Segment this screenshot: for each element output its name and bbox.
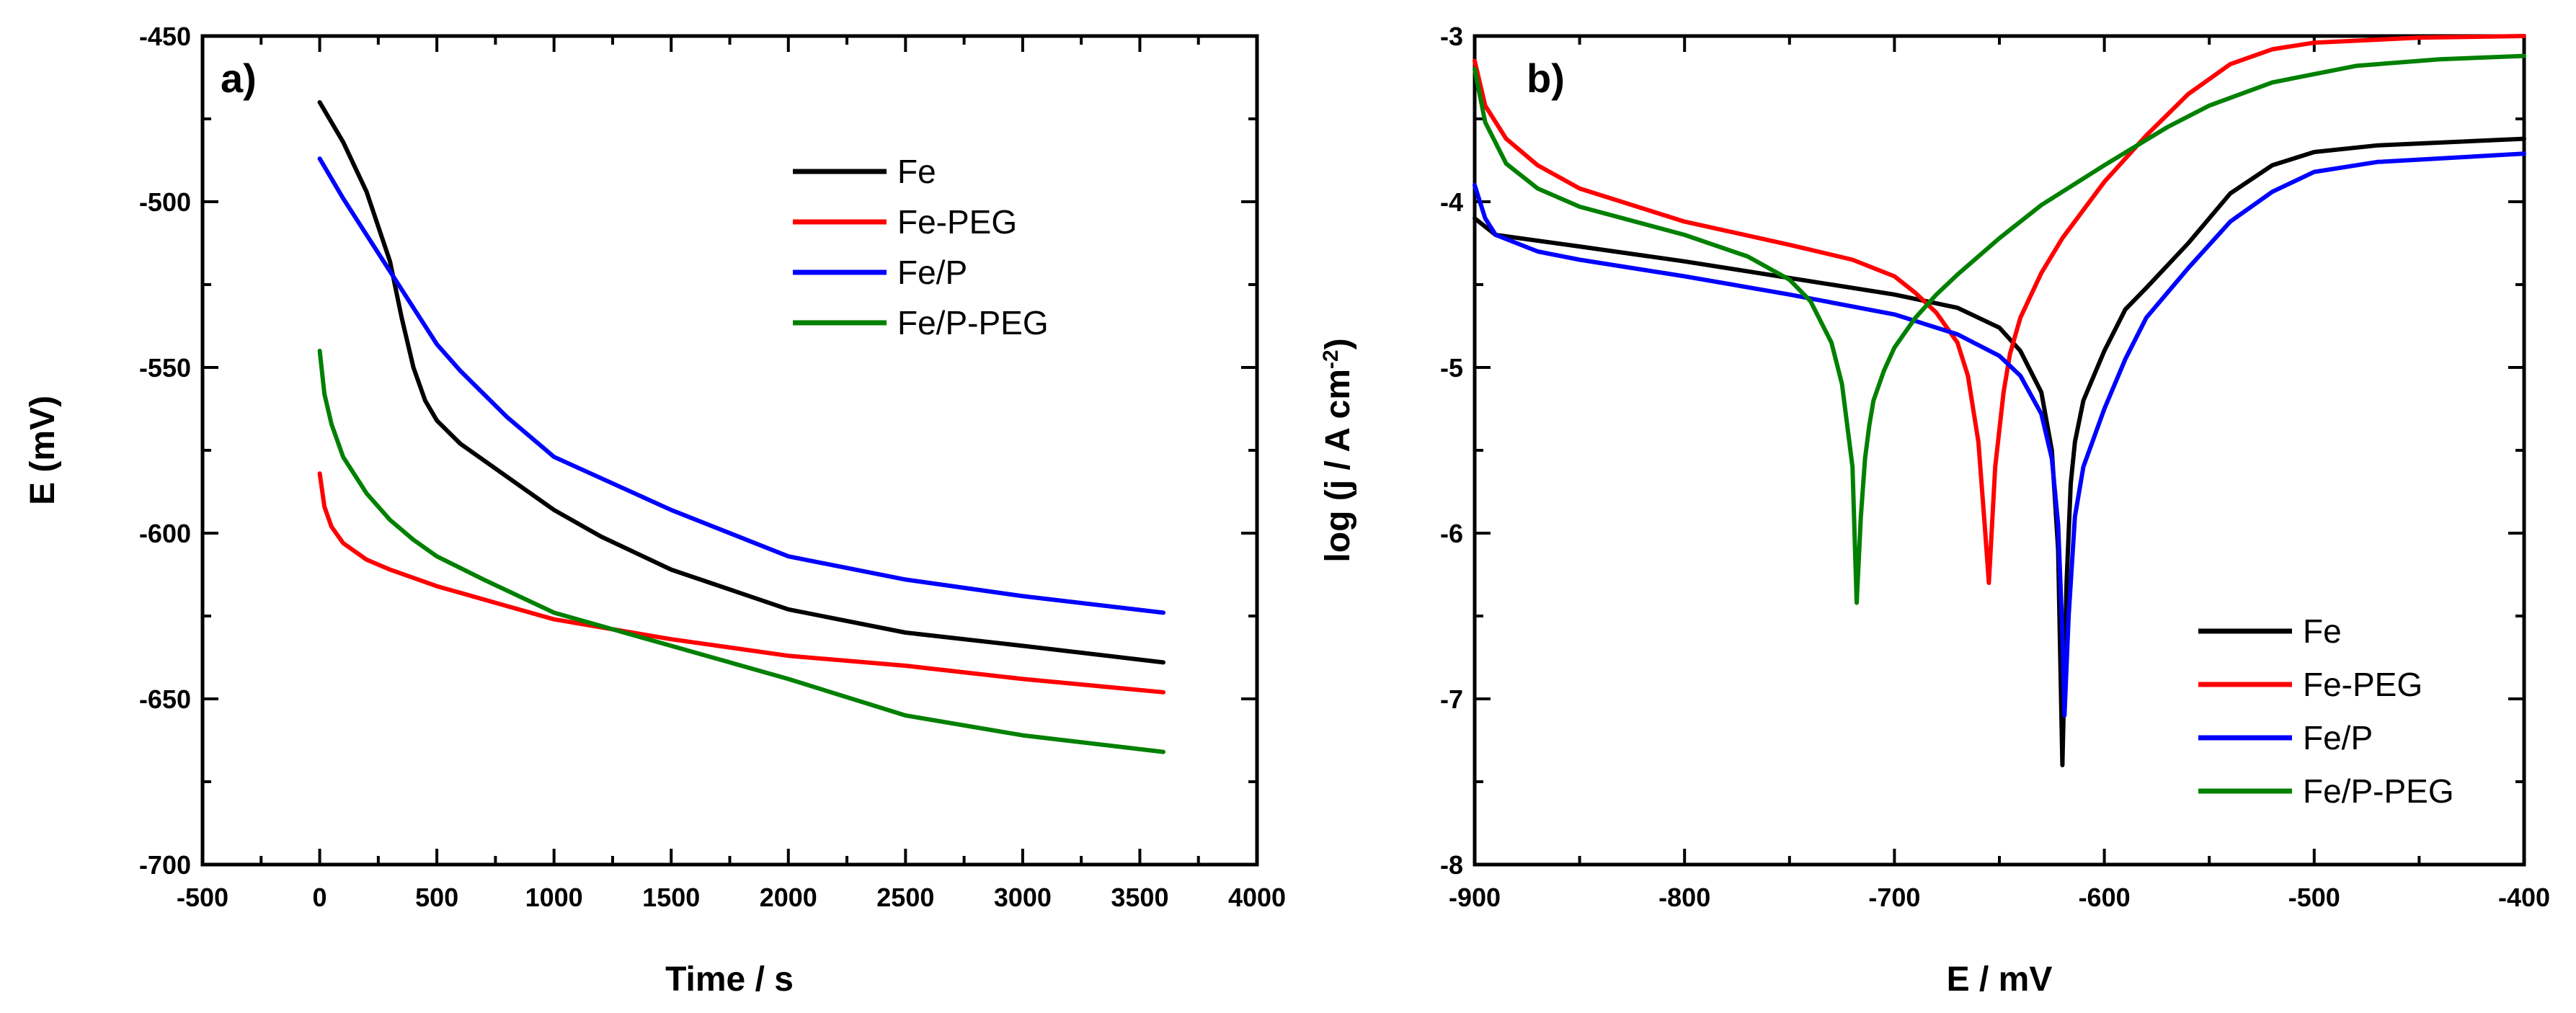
panel-b-x-axis-title: E / mV	[1947, 960, 2053, 999]
panel-a-series-line-fe-p	[317, 156, 1165, 615]
panel-a-legend-label-fe: Fe	[897, 153, 936, 190]
panel-a-y-tick-label: -700	[139, 850, 191, 880]
panel-b-y-tick-label: -3	[1440, 22, 1463, 51]
panel-b-legend-label-fe: Fe	[2303, 612, 2342, 650]
panel-a-ticks: -500 0 500 1000 1500 2000 2500 3000 3500 4000 -700…	[139, 22, 1286, 912]
panel-a-label: a)	[221, 55, 257, 101]
panel-a-series-line-fe-p-peg	[317, 349, 1165, 754]
panel-a-open-circuit-potential: -500 0 500 1000 1500 2000 2500 3000 3500 4000 -700…	[24, 22, 1286, 999]
panel-b-series-line-fe-p	[1473, 151, 2526, 718]
panel-a-y-tick-label: -600	[139, 519, 191, 548]
panel-a-x-tick-label: 0	[313, 883, 327, 912]
panel-b-y-tick-label: -7	[1440, 684, 1463, 714]
panel-b-x-tick-label: -500	[2288, 883, 2340, 912]
panel-b-series-lines	[1473, 34, 2526, 767]
panel-b-x-tick-label: -600	[2079, 883, 2131, 912]
panel-b-legend-label-fe-p-peg: Fe/P-PEG	[2303, 772, 2454, 810]
panel-a-y-axis-title: E (mV)	[24, 396, 62, 505]
panel-b-y-axis-title: log (j / A cm-2)	[1319, 338, 1358, 562]
panel-a-y-tick-label: -450	[139, 22, 191, 51]
panel-a-series-line-fe	[317, 100, 1165, 665]
panel-a-x-tick-label: 1500	[642, 883, 700, 912]
panel-b-label: b)	[1527, 55, 1565, 101]
panel-b-polarization-curves: -900 -800 -700 -600 -500 -400-8-7-6-5-4-3 b) …	[1319, 22, 2551, 999]
panel-b-y-tick-label: -8	[1440, 850, 1463, 880]
panel-a-series-line-fe-peg	[317, 471, 1165, 695]
panel-b-ticks: -900 -800 -700 -600 -500 -400 -8 -7 -6 -5 -4 -3	[1440, 22, 2550, 912]
panel-b-legend: Fe Fe-PEG Fe/P Fe/P-PEG	[2198, 612, 2454, 810]
panel-b-series-line-fe-peg	[1473, 34, 2526, 585]
panel-a-x-axis-title: Time / s	[665, 960, 794, 999]
panel-a-legend-label-fe-p: Fe/P	[897, 254, 967, 291]
panel-b-x-tick-label: -800	[1658, 883, 1710, 912]
panel-b-y-tick-label: -6	[1440, 519, 1463, 548]
panel-b-x-tick-label: -700	[1868, 883, 1920, 912]
panel-a-legend-label-fe-p-peg: Fe/P-PEG	[897, 304, 1049, 342]
panel-a-y-tick-label: -550	[139, 353, 191, 383]
panel-b-y-axis-title-close: )	[1319, 338, 1357, 349]
panel-a-x-tick-label: 2000	[760, 883, 817, 912]
panel-a-series-lines	[317, 100, 1165, 754]
panel-a-x-tick-label: 1000	[525, 883, 583, 912]
panel-a-x-tick-label: 4000	[1228, 883, 1286, 912]
panel-b-y-axis-title-superscript: -2	[1319, 349, 1343, 369]
panel-a-x-tick-label: 3500	[1111, 883, 1168, 912]
panel-b-y-tick-label: -5	[1440, 353, 1463, 383]
panel-b-legend-label-fe-p: Fe/P	[2303, 719, 2373, 757]
panel-b-series-line-fe-p-peg	[1473, 53, 2526, 605]
panel-b-y-tick-label: -4	[1440, 187, 1463, 217]
panel-a-x-tick-label: 500	[415, 883, 458, 912]
panel-a-x-tick-label: 2500	[876, 883, 934, 912]
panel-a-y-tick-label: -650	[139, 684, 191, 714]
panel-b-x-tick-label: -900	[1449, 883, 1501, 912]
panel-b-y-axis-title-main: log (j / A cm	[1319, 369, 1357, 562]
panel-a-legend-label-fe-peg: Fe-PEG	[897, 203, 1017, 241]
panel-a-y-tick-label: -500	[139, 187, 191, 217]
panel-a-x-tick-label: -500	[177, 883, 228, 912]
panel-b-legend-label-fe-peg: Fe-PEG	[2303, 666, 2422, 703]
panel-b-x-tick-label: -400	[2498, 883, 2550, 912]
panel-a-x-tick-label: 3000	[994, 883, 1052, 912]
panel-a-legend: Fe Fe-PEG Fe/P Fe/P-PEG	[793, 153, 1049, 342]
